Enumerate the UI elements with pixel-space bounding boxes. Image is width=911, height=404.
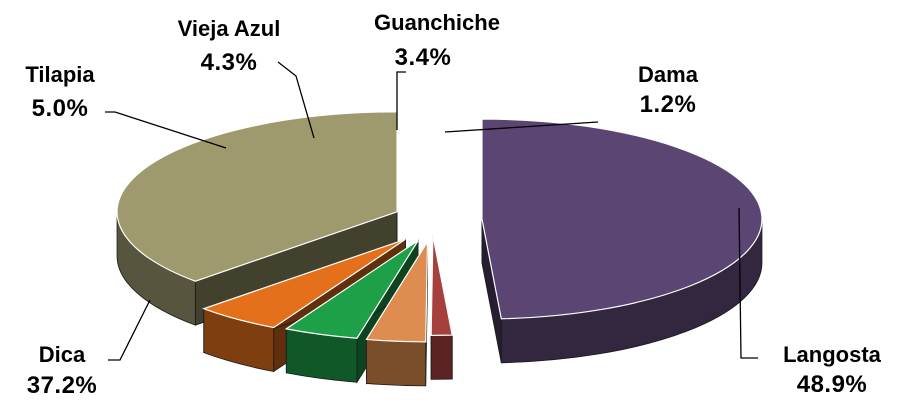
slice-top-face [481, 118, 763, 320]
value-label-tilapia: 5.0% [32, 95, 89, 122]
leader-line-tilapia [105, 111, 227, 149]
slice-top-face [430, 235, 453, 336]
leader-line-vieja-azul [277, 61, 315, 139]
category-label-langosta: Langosta [783, 342, 882, 367]
leader-line-langosta [738, 207, 758, 359]
value-label-vieja-azul: 4.3% [201, 49, 258, 76]
slice-outer-wall [430, 334, 453, 380]
pie-slice-langosta [481, 118, 763, 364]
leader-line-guanchiche [396, 71, 406, 130]
slice-top-face [365, 239, 429, 343]
category-label-dama: Dama [638, 62, 699, 87]
pie-slice-dama [430, 235, 453, 380]
category-label-guanchiche: Guanchiche [374, 10, 500, 35]
value-label-guanchiche: 3.4% [395, 44, 452, 71]
leader-lines-layer [105, 61, 758, 361]
data-labels-layer: Langosta 48.9% Dama 1.2% Guanchiche 3.4% Vieja… [25, 10, 881, 399]
category-label-vieja-azul: Vieja Azul [178, 16, 281, 41]
category-label-tilapia: Tilapia [25, 62, 95, 87]
leader-line-dama [444, 121, 599, 133]
pie-slices-layer [116, 111, 763, 387]
slice-top-face [202, 238, 406, 329]
value-label-dica: 37.2% [27, 372, 98, 399]
value-label-langosta: 48.9% [797, 371, 868, 398]
pie-slice-guanchiche [365, 239, 429, 387]
slice-outer-wall [366, 339, 427, 387]
slice-top-face [284, 240, 419, 339]
value-label-dama: 1.2% [640, 91, 697, 118]
leader-line-dica [108, 299, 151, 361]
category-label-dica: Dica [39, 342, 86, 367]
